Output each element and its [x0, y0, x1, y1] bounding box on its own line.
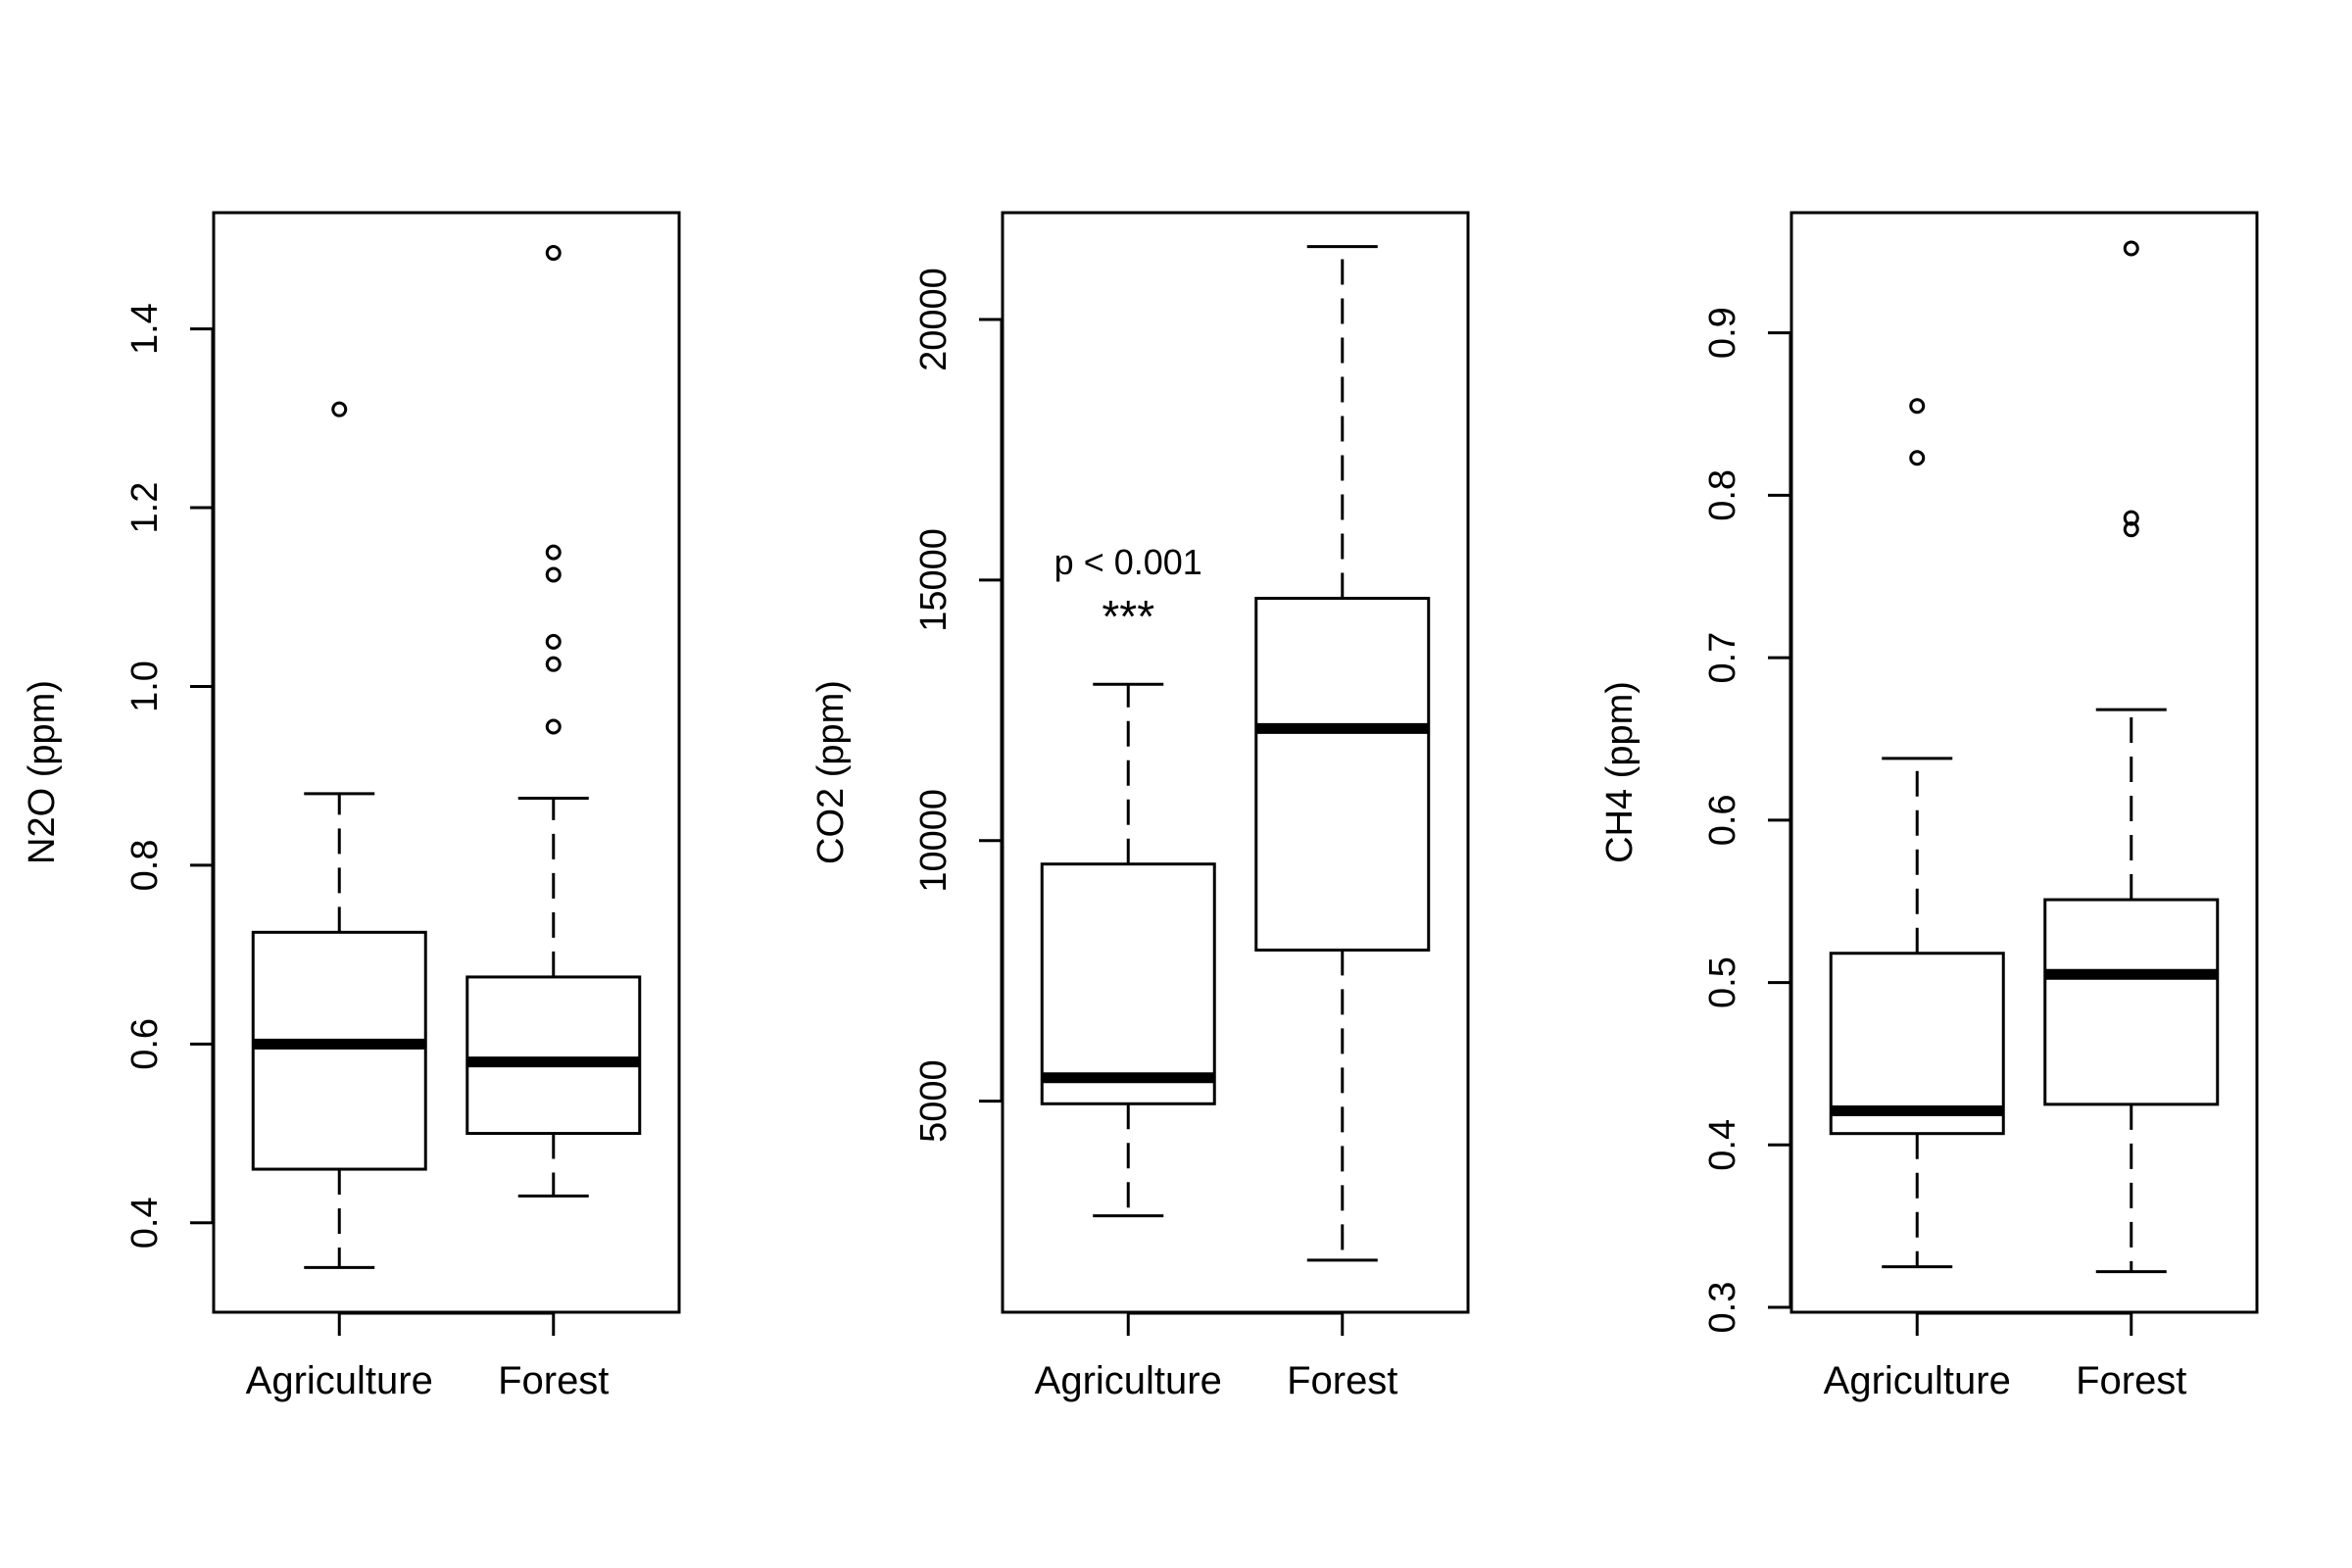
iqr-box	[1040, 862, 1216, 1105]
y-axis-title: CO2 (ppm)	[810, 680, 852, 864]
y-tick-label: 0.4	[1702, 1119, 1743, 1171]
box-forest	[2043, 240, 2220, 1274]
box-forest	[466, 245, 642, 1198]
y-tick-label: 15000	[913, 528, 955, 632]
y-tick-label: 0.6	[1702, 794, 1743, 846]
y-tick-label: 0.8	[1702, 469, 1743, 521]
y-tick-label: 1.4	[124, 303, 166, 355]
y-tick-label: 5000	[913, 1059, 955, 1143]
x-tick-label: Forest	[498, 1359, 609, 1402]
y-tick-label: 1.2	[124, 482, 166, 534]
outlier-point	[545, 656, 562, 672]
iqr-box	[2043, 898, 2220, 1106]
y-axis-title: CH4 (ppm)	[1599, 681, 1641, 863]
outlier-point	[545, 718, 562, 735]
y-tick-label: 1.0	[124, 661, 166, 712]
outlier-point	[2123, 510, 2139, 526]
box-agriculture	[1829, 398, 2005, 1269]
y-tick-label: 0.3	[1702, 1282, 1743, 1334]
iqr-box	[1254, 596, 1431, 952]
y-tick-label: 0.6	[124, 1018, 166, 1070]
outlier-point	[545, 566, 562, 583]
iqr-box	[1829, 952, 2005, 1136]
y-tick-label: 0.4	[124, 1197, 166, 1249]
x-tick-label: Agriculture	[1824, 1359, 2011, 1402]
y-tick-label: 0.8	[124, 839, 166, 891]
box-agriculture	[251, 401, 427, 1269]
outlier-point	[1909, 398, 1926, 415]
outlier-point	[545, 633, 562, 650]
plot-frame	[1789, 211, 2259, 1314]
significance-stars: ***	[1102, 591, 1154, 642]
x-tick-label: Agriculture	[1035, 1359, 1222, 1402]
y-tick-label: 20000	[913, 268, 955, 371]
chart-panel-2: 5000 10000 15000 20000 CO2 (ppm) Agriculture F…	[810, 211, 1470, 1402]
chart-panel-3: 0.3 0.4 0.5 0.6 0.7 0.8 0.9 CH4 (ppm) Agricultur…	[1599, 211, 2259, 1402]
x-tick-label: Agriculture	[246, 1359, 433, 1402]
y-tick-label: 0.5	[1702, 956, 1743, 1008]
box-agriculture	[1040, 682, 1216, 1218]
chart-panel-1: 0.4 0.6 0.8 1.0 1.2 1.4 N2O (ppm) Agriculture Fo…	[22, 211, 681, 1402]
outlier-point	[2123, 240, 2139, 257]
x-tick-label: Forest	[2076, 1359, 2186, 1402]
y-tick-label: 0.9	[1702, 307, 1743, 359]
outlier-point	[545, 245, 562, 262]
outlier-point	[545, 544, 562, 561]
p-value-label: p < 0.001	[1054, 542, 1202, 582]
y-axis-title: N2O (ppm)	[22, 680, 63, 864]
y-tick-label: 0.7	[1702, 632, 1743, 684]
iqr-box	[466, 975, 642, 1136]
box-forest	[1254, 245, 1431, 1262]
outlier-point	[331, 401, 348, 417]
outlier-point	[1909, 450, 1926, 466]
iqr-box	[251, 930, 427, 1171]
y-tick-label: 10000	[913, 789, 955, 893]
x-tick-label: Forest	[1287, 1359, 1397, 1402]
